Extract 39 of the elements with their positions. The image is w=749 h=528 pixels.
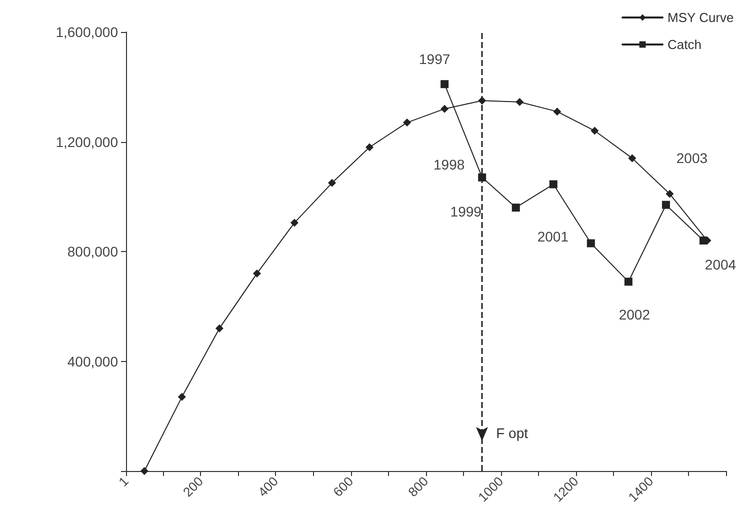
point — [215, 324, 224, 332]
annotation: 2002 — [618, 306, 650, 323]
point — [628, 154, 636, 162]
point — [549, 180, 558, 188]
x-tick-label: 200 — [180, 474, 206, 500]
legend-label: MSY Curve — [668, 10, 734, 25]
point — [440, 80, 449, 88]
annotation: 2001 — [537, 228, 569, 244]
y-tick-label: 800,000 — [67, 244, 118, 260]
x-tick-label: 800 — [405, 474, 432, 500]
x-tick-label: 1 — [116, 474, 132, 490]
point — [624, 278, 632, 286]
point — [290, 218, 298, 227]
point — [440, 104, 449, 113]
annotation: 2003 — [676, 150, 708, 166]
point — [553, 108, 562, 116]
annotation: 1998 — [434, 156, 465, 172]
point — [590, 126, 599, 135]
annotation: 1997 — [418, 51, 450, 68]
point — [666, 190, 674, 198]
x-tick-label: 600 — [330, 474, 356, 500]
point — [178, 392, 186, 401]
point — [328, 178, 336, 187]
point — [140, 467, 148, 475]
annotation: 1999 — [450, 204, 482, 220]
ref-line-label: F opt — [496, 425, 528, 441]
point — [512, 204, 520, 212]
y-tick-label: 400,000 — [67, 353, 118, 370]
y-tick-label: 1,600,000 — [56, 24, 118, 40]
x-tick-label: 400 — [255, 474, 282, 500]
point — [586, 239, 595, 248]
point — [516, 98, 524, 106]
y-tick-label: 1,200,000 — [56, 134, 118, 150]
point — [403, 118, 412, 127]
point — [662, 200, 670, 209]
legend-label: Catch — [668, 37, 702, 52]
point — [252, 269, 261, 278]
annotation: 2004 — [704, 256, 736, 273]
point — [366, 143, 374, 152]
